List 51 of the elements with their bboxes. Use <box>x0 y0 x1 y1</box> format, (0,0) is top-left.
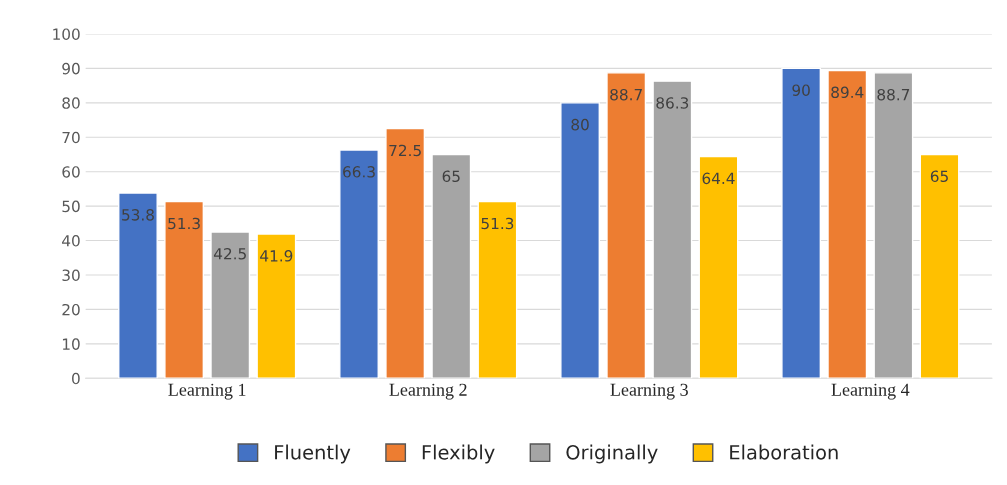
data-label: 88.7 <box>610 88 642 101</box>
data-label: 66.3 <box>343 166 375 178</box>
data-label: 65 <box>930 170 948 183</box>
y-tick-label: 100 <box>53 28 80 40</box>
x-tick-label: Learning 1 <box>168 383 246 400</box>
bar <box>210 231 251 379</box>
data-label: 89.4 <box>831 86 864 99</box>
y-tick-label: 30 <box>62 269 80 282</box>
y-tick-label: 0 <box>72 372 80 385</box>
data-label: 86.3 <box>656 97 689 109</box>
data-label: 80 <box>571 118 589 131</box>
data-label: 42.5 <box>213 247 246 260</box>
x-tick-label: Learning 4 <box>831 383 910 400</box>
bar <box>560 102 600 379</box>
bar <box>827 69 868 379</box>
data-label: 65 <box>442 170 460 183</box>
legend-label: Elaboration <box>730 444 838 460</box>
bar <box>606 72 647 379</box>
data-label: 51.3 <box>168 217 200 230</box>
y-tick-label: 40 <box>62 235 80 247</box>
bar <box>256 233 297 379</box>
x-tick-label: Learning 2 <box>389 383 467 400</box>
bar <box>339 149 379 379</box>
bar <box>431 153 472 379</box>
bar <box>652 80 693 379</box>
y-tick-label: 70 <box>62 131 80 144</box>
y-tick-label: 90 <box>62 62 80 75</box>
legend-label: Fluently <box>275 444 351 464</box>
bar <box>385 127 426 379</box>
y-tick-label: 10 <box>62 338 80 350</box>
legend-label: Originally <box>566 444 658 464</box>
y-tick-label: 80 <box>62 97 80 109</box>
data-label: 72.5 <box>389 144 421 157</box>
bar <box>698 155 739 379</box>
bar <box>477 200 518 379</box>
bar <box>781 67 822 379</box>
x-tick-label: Learning 3 <box>610 383 688 400</box>
data-label: 41.9 <box>260 250 293 262</box>
y-tick-label: 20 <box>62 303 80 316</box>
data-label: 51.3 <box>481 217 514 230</box>
bar <box>919 153 960 379</box>
bar <box>118 192 158 379</box>
data-label: 64.4 <box>702 172 735 185</box>
y-tick-label: 60 <box>62 166 80 178</box>
data-label: 90 <box>792 84 810 96</box>
bar <box>164 200 205 379</box>
bar <box>873 72 914 379</box>
legend-label: Flexibly <box>422 444 495 464</box>
y-tick-label: 50 <box>62 200 80 213</box>
data-label: 88.7 <box>877 88 910 101</box>
data-label: 53.8 <box>122 209 154 221</box>
